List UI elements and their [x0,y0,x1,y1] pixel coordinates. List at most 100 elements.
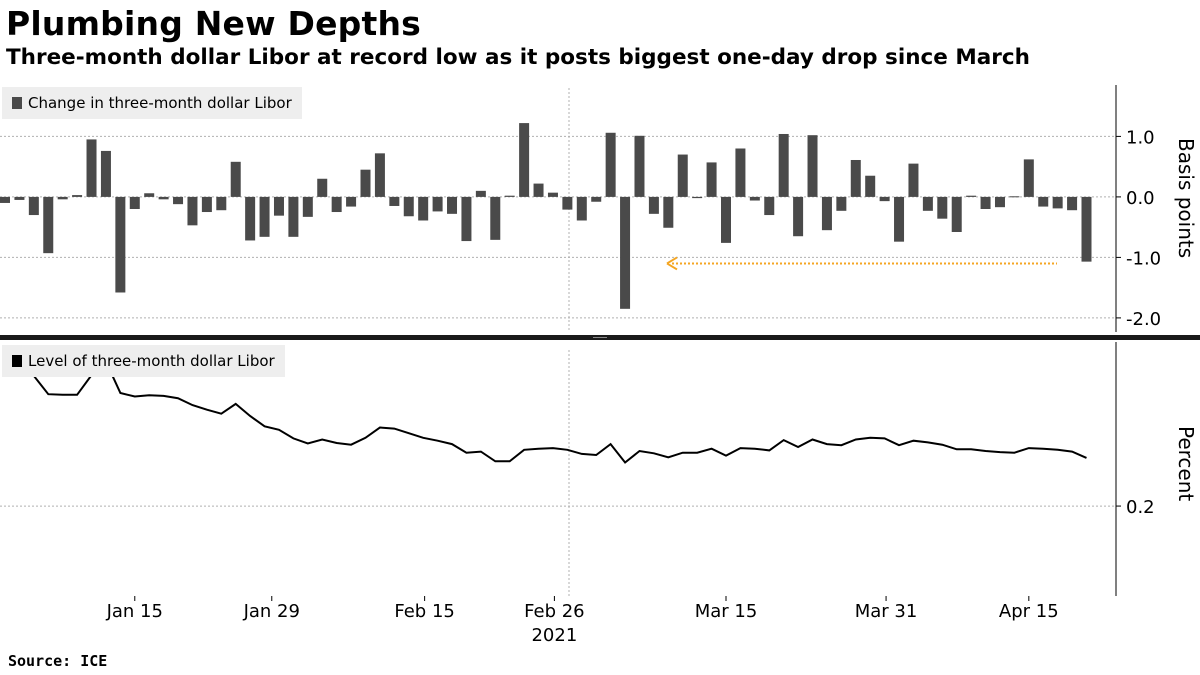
source-note: Source: ICE [8,652,108,670]
bar-y-tick-label: -1.0 [1126,248,1161,269]
legend-bar-label: Change in three-month dollar Libor [28,94,292,112]
bar [865,175,876,197]
libor-level-line [4,359,1087,464]
bar [317,178,328,197]
x-tick-label: Jan 29 [243,601,300,622]
bar [1067,196,1078,211]
bar [951,196,962,232]
legend-line-label: Level of three-month dollar Libor [28,352,275,370]
bar-y-ticks: 1.0 0.0 -1.0 -2.0 [1116,127,1161,330]
bar [966,195,977,197]
bar [994,196,1005,208]
bar [115,196,126,293]
bar-y-tick-label: -2.0 [1126,309,1161,330]
bar [793,196,804,237]
x-year-label: 2021 [531,625,577,646]
bar [634,135,645,197]
x-tick-label: Feb 15 [394,601,455,622]
x-tick-label: Mar 15 [695,601,758,622]
bar [245,196,256,241]
bar [374,153,385,197]
annotation-arrow-head [666,256,678,271]
legend-swatch-line [12,355,22,367]
line-y-axis-label: Percent [1174,426,1198,502]
bar-y-tick-label: 1.0 [1126,127,1155,148]
axes [0,85,1200,596]
bar [187,196,198,226]
page-title: Plumbing New Depths [6,4,421,43]
bar [144,193,155,197]
bar [201,196,212,213]
bar [764,196,775,216]
line-gridlines [0,350,1116,597]
bar [259,196,270,237]
legend-line: Level of three-month dollar Libor [2,345,285,377]
bar [28,196,39,216]
legend-bar: Change in three-month dollar Libor [2,87,302,119]
bar [706,162,717,197]
bar [894,196,905,242]
bar [418,196,429,221]
bar [432,196,443,212]
bar [461,196,472,242]
line-y-tick-label: 0.2 [1126,497,1155,518]
bar [677,154,688,197]
bar-series [0,123,1092,309]
annotation-arrow [666,256,1057,271]
bar [14,196,25,200]
bar [1023,159,1034,197]
bar [288,196,299,237]
x-tick-label: Mar 31 [855,601,918,622]
bar [591,196,602,202]
x-axis-ticks: Jan 15 Jan 29 Feb 15 Feb 26 Mar 15 Mar 31 Apr … [106,596,1059,646]
bar [807,135,818,197]
bar [302,196,313,217]
bar [57,196,68,200]
bar [129,196,140,209]
bar [648,196,659,214]
bar [576,196,587,221]
legend-swatch-bar [12,97,22,109]
bar [1038,196,1049,207]
bar-y-axis-label: Basis points [1174,138,1198,259]
bar [749,196,760,201]
bar [879,196,890,202]
bar [1009,196,1020,198]
bar [533,183,544,197]
bar [547,192,558,197]
bar [346,196,357,207]
bar [922,196,933,211]
bar [821,196,832,231]
bar [1052,196,1063,209]
bar [605,132,616,197]
line-y-ticks: 0.2 [1116,497,1155,518]
bar [980,196,991,209]
bar-gridlines [0,88,1116,330]
bar [735,148,746,197]
bar [173,196,184,205]
bar [331,196,342,213]
bar [447,196,458,214]
page-subtitle: Three-month dollar Libor at record low a… [6,45,1030,70]
bar [389,196,400,206]
bar [475,190,486,197]
bar [663,196,674,228]
bar [562,196,573,210]
bar [360,169,371,197]
bar [230,161,241,197]
bar [836,196,847,211]
bar [908,163,919,197]
bar [620,196,631,309]
bar [778,133,789,197]
x-tick-label: Apr 15 [999,601,1059,622]
bar [273,196,284,216]
bar [72,195,83,197]
bar [692,196,703,199]
bar [0,196,10,203]
x-tick-label: Feb 26 [524,601,585,622]
bar [504,195,515,197]
bar [100,150,111,197]
bar [490,196,501,240]
bar [403,196,414,217]
